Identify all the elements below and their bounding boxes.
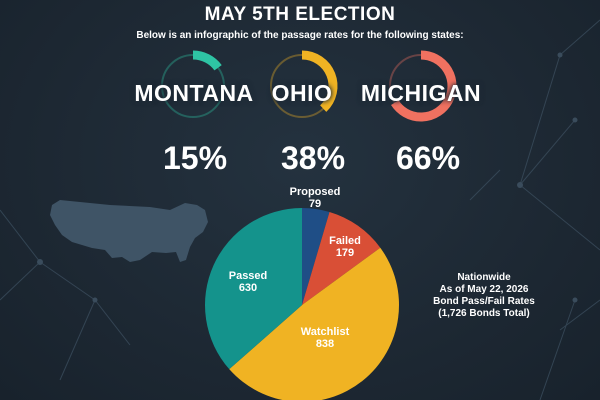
pie-slice-failed [302, 211, 381, 305]
michigan-rate-arc [391, 50, 457, 122]
page-title: MAY 5TH ELECTION [204, 4, 396, 25]
ohio-rate-ring [270, 50, 338, 118]
failed-value: 179 [335, 247, 355, 259]
montana-rate-arc [192, 50, 222, 71]
state-name-michigan: MICHIGAN [360, 80, 482, 106]
passed-value: 630 [238, 282, 258, 294]
nationwide-note: Nationwide As of May 22, 2026 Bond Pass/… [414, 272, 554, 320]
note-line-3: Bond Pass/Fail Rates [433, 296, 535, 307]
rate-ohio: 38% [280, 140, 346, 176]
michigan-rate-ring [389, 50, 457, 122]
pie-label-passed: Passed 630 [218, 270, 278, 294]
failed-label: Failed [329, 235, 361, 247]
note-line-4: (1,726 Bonds Total) [438, 308, 530, 319]
rate-montana: 15% [162, 140, 228, 176]
state-name-ohio: OHIO [271, 80, 333, 106]
page-subtitle: Below is an infographic of the passage r… [136, 30, 464, 41]
rate-michigan: 66% [395, 140, 461, 176]
ohio-rate-arc [301, 50, 338, 112]
pie-slice-watchlist [229, 247, 399, 400]
proposed-label: Proposed [289, 186, 341, 198]
watchlist-value: 838 [315, 338, 335, 350]
pie-label-failed: Failed 179 [320, 235, 370, 259]
state-name-montana: MONTANA [134, 80, 254, 106]
pie-slice-passed [205, 208, 302, 370]
usa-map-icon [50, 200, 208, 262]
note-line-1: Nationwide [457, 272, 511, 283]
montana-rate-ring [161, 50, 225, 118]
watchlist-label: Watchlist [300, 326, 350, 338]
pie-label-watchlist: Watchlist 838 [290, 326, 360, 350]
pie-slice-proposed [302, 208, 330, 305]
pie-label-proposed: Proposed 79 [275, 186, 355, 210]
passed-label: Passed [228, 270, 268, 282]
note-line-2: As of May 22, 2026 [439, 284, 529, 295]
proposed-value: 79 [308, 198, 322, 210]
